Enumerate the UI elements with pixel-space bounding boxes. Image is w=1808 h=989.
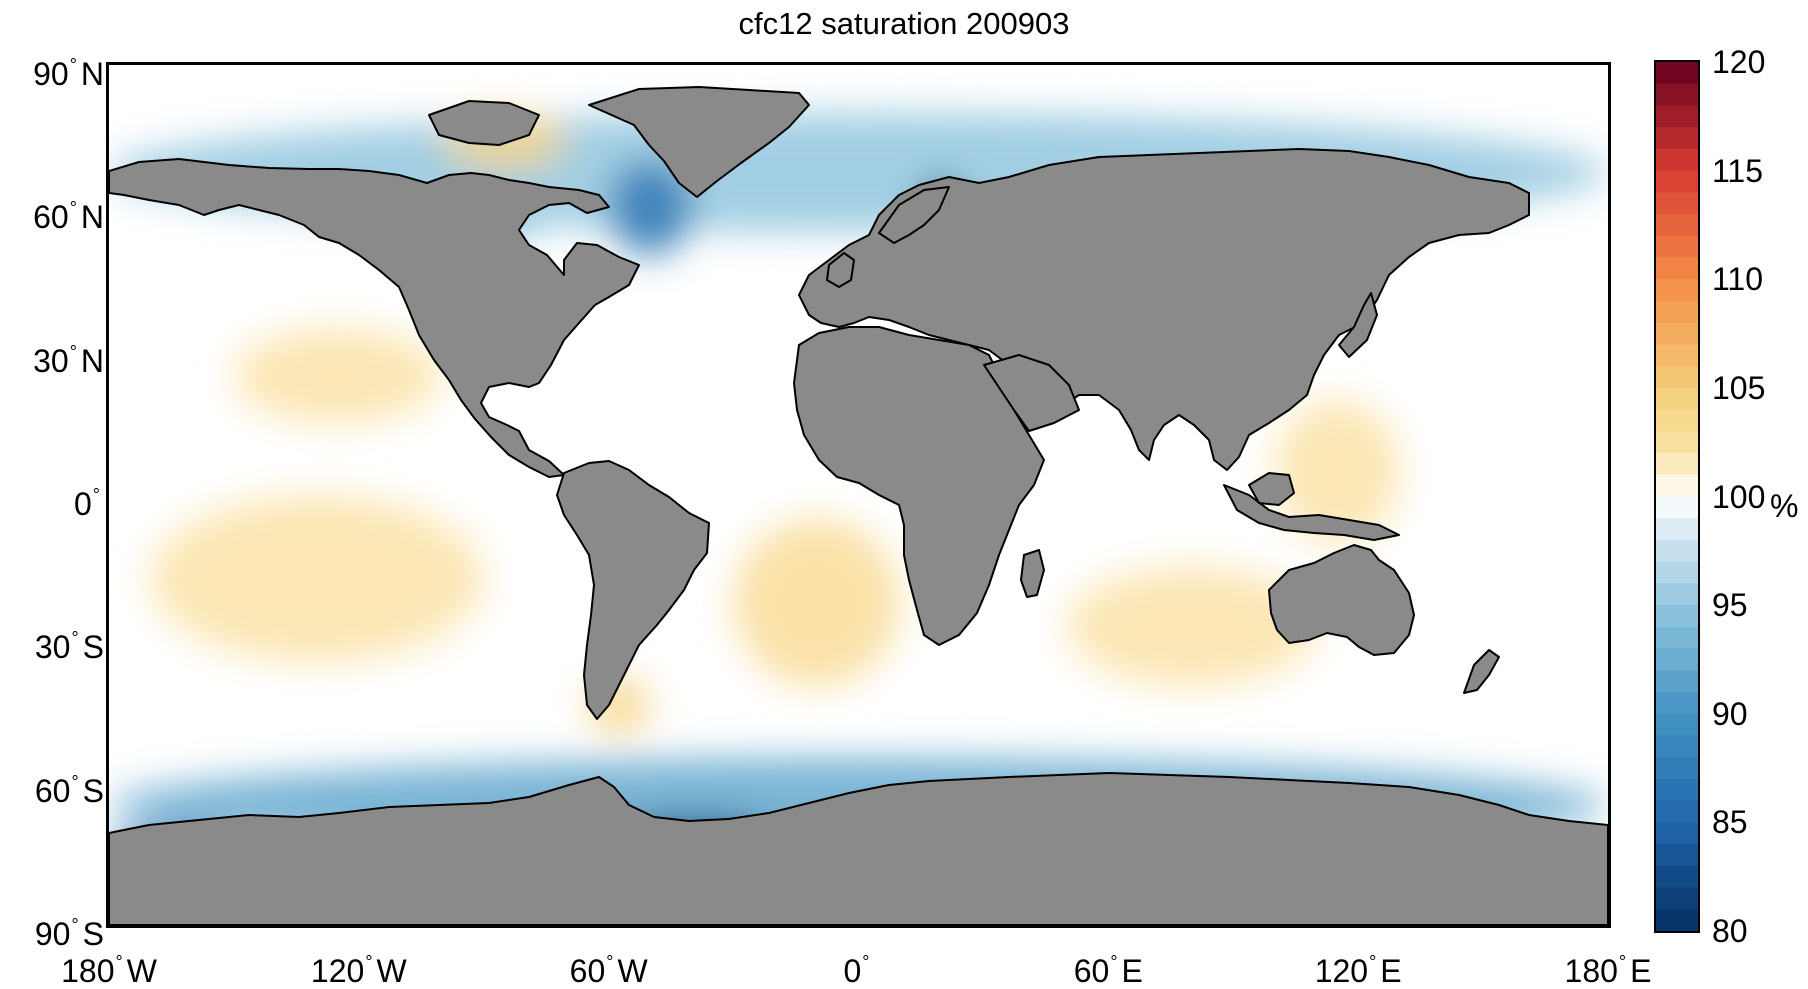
saturation-map xyxy=(109,65,1608,925)
colorbar-tick-label: 80 xyxy=(1712,913,1748,949)
land-africa xyxy=(793,326,1045,646)
colorbar-tick-label: 115 xyxy=(1712,152,1764,189)
colorbar-tick-label: 100 xyxy=(1712,478,1766,515)
land-new-zealand xyxy=(1463,649,1500,694)
colorbar-segment xyxy=(1656,148,1698,172)
colorbar-segment xyxy=(1656,865,1698,889)
colorbar-tick-label: 85 xyxy=(1712,804,1748,841)
colorbar-tick-label: 90 xyxy=(1712,695,1748,732)
land-arctic-islands xyxy=(428,100,540,146)
colorbar-segment xyxy=(1656,844,1698,867)
colorbar-segment xyxy=(1656,83,1698,106)
field-south-atlantic-subtropical xyxy=(733,518,901,687)
lon-tick-label: 180° E xyxy=(1564,952,1652,989)
colorbar-gradient xyxy=(1656,62,1698,931)
land-north-america xyxy=(109,158,640,478)
colorbar-segment xyxy=(1656,300,1698,324)
colorbar-segment xyxy=(1656,62,1698,85)
field-equatorial-pacific xyxy=(150,494,484,663)
colorbar-segment xyxy=(1656,387,1698,411)
colorbar-tick-label: 120 xyxy=(1712,44,1766,80)
colorbar-segment xyxy=(1656,561,1698,584)
colorbar-segment xyxy=(1656,822,1698,845)
colorbar-segment xyxy=(1656,453,1698,476)
land-south-america xyxy=(556,460,710,720)
map-panel xyxy=(106,62,1611,928)
colorbar xyxy=(1654,60,1700,933)
lon-tick-label: 120° W xyxy=(310,952,407,989)
field-labrador-sea xyxy=(608,160,692,257)
colorbar-segment xyxy=(1656,778,1698,802)
lat-tick-label: 90° N xyxy=(33,55,104,92)
colorbar-segment xyxy=(1656,170,1698,193)
colorbar-segment xyxy=(1656,322,1698,345)
colorbar-segment xyxy=(1656,496,1698,519)
land-madagascar xyxy=(1020,549,1045,598)
land-australia xyxy=(1268,544,1415,656)
colorbar-segment xyxy=(1656,192,1698,215)
colorbar-segment xyxy=(1656,626,1698,650)
colorbar-segment xyxy=(1656,713,1698,736)
lat-tick-label: 60° S xyxy=(34,771,104,809)
colorbar-segment xyxy=(1656,518,1698,541)
colorbar-segment xyxy=(1656,735,1698,758)
colorbar-segment xyxy=(1656,409,1698,432)
field-south-indian-subtropical xyxy=(1066,566,1317,687)
field-maritime-continent xyxy=(1274,399,1400,543)
lon-tick-label: 180° W xyxy=(61,952,157,989)
colorbar-segment xyxy=(1656,539,1698,563)
land-scandinavia xyxy=(878,186,950,244)
lat-tick-label: 30° S xyxy=(34,628,104,666)
colorbar-segment xyxy=(1656,474,1698,497)
colorbar-segment xyxy=(1656,431,1698,454)
colorbar-tick-label: 105 xyxy=(1712,369,1766,406)
lat-tick-label: 90° S xyxy=(34,915,104,952)
colorbar-segment xyxy=(1656,670,1698,693)
colorbar-segment xyxy=(1656,366,1698,389)
colorbar-segment xyxy=(1656,648,1698,671)
land-masses xyxy=(109,86,1608,925)
colorbar-segment xyxy=(1656,800,1698,823)
lon-tick-label: 120° E xyxy=(1314,952,1402,989)
land-borneo-sulawesi xyxy=(1248,472,1295,506)
land-uk xyxy=(826,252,855,288)
colorbar-segment xyxy=(1656,257,1698,280)
map-title: cfc12 saturation 200903 xyxy=(738,6,1070,41)
colorbar-segment xyxy=(1656,887,1698,910)
colorbar-segment xyxy=(1656,583,1698,606)
land-greenland xyxy=(588,86,810,198)
colorbar-segment xyxy=(1656,757,1698,780)
colorbar-segment xyxy=(1656,692,1698,715)
lat-tick-label: 0° xyxy=(74,485,100,522)
land-europe-asia xyxy=(798,148,1530,471)
colorbar-segment xyxy=(1656,105,1698,128)
land-antarctica xyxy=(109,772,1608,925)
land-indonesia xyxy=(1223,484,1400,541)
field-north-pacific-subtropical xyxy=(233,327,443,424)
colorbar-segment xyxy=(1656,127,1698,150)
colorbar-tick-label: 95 xyxy=(1712,587,1748,624)
colorbar-unit: % xyxy=(1770,488,1799,524)
colorbar-tick-label: 110 xyxy=(1712,261,1764,298)
colorbar-segment xyxy=(1656,214,1698,237)
colorbar-segment xyxy=(1656,344,1698,367)
lon-tick-label: 0° xyxy=(843,952,870,989)
land-japan xyxy=(1338,292,1378,358)
lat-tick-label: 30° N xyxy=(33,341,104,379)
colorbar-segment xyxy=(1656,605,1698,628)
lon-tick-label: 60° W xyxy=(569,952,648,989)
colorbar-segment xyxy=(1656,235,1698,259)
land-arabia xyxy=(983,354,1080,432)
lon-tick-label: 60° E xyxy=(1073,952,1143,989)
lat-tick-label: 60° N xyxy=(33,198,104,236)
colorbar-segment xyxy=(1656,279,1698,302)
colorbar-segment xyxy=(1656,909,1698,931)
